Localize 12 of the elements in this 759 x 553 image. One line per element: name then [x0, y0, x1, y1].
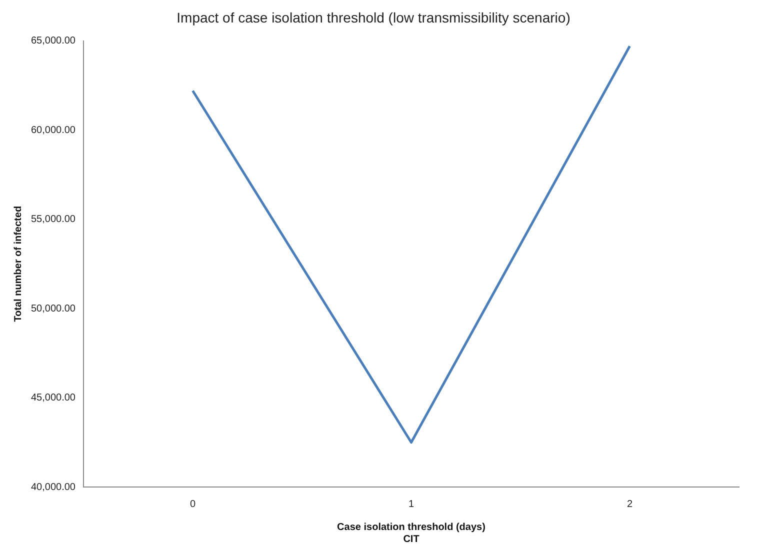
y-tick-label: 50,000.00	[30, 303, 76, 314]
y-axis-title: Total number of infected	[12, 206, 24, 322]
y-tick-label: 65,000.00	[30, 36, 76, 47]
y-tick-label: 55,000.00	[30, 214, 76, 226]
x-tick-label: 1	[408, 498, 414, 510]
x-tick-label: 0	[190, 498, 196, 510]
x-tick-label: 2	[626, 498, 633, 510]
chart-title: Impact of case isolation threshold (low transmissibility scenario)	[176, 9, 570, 26]
y-tick-label: 40,000.00	[30, 482, 76, 493]
y-tick-label: 45,000.00	[30, 392, 76, 404]
x-axis-title: Case isolation threshold (days) CIT	[337, 522, 486, 545]
y-tick-label: 60,000.00	[30, 124, 76, 136]
